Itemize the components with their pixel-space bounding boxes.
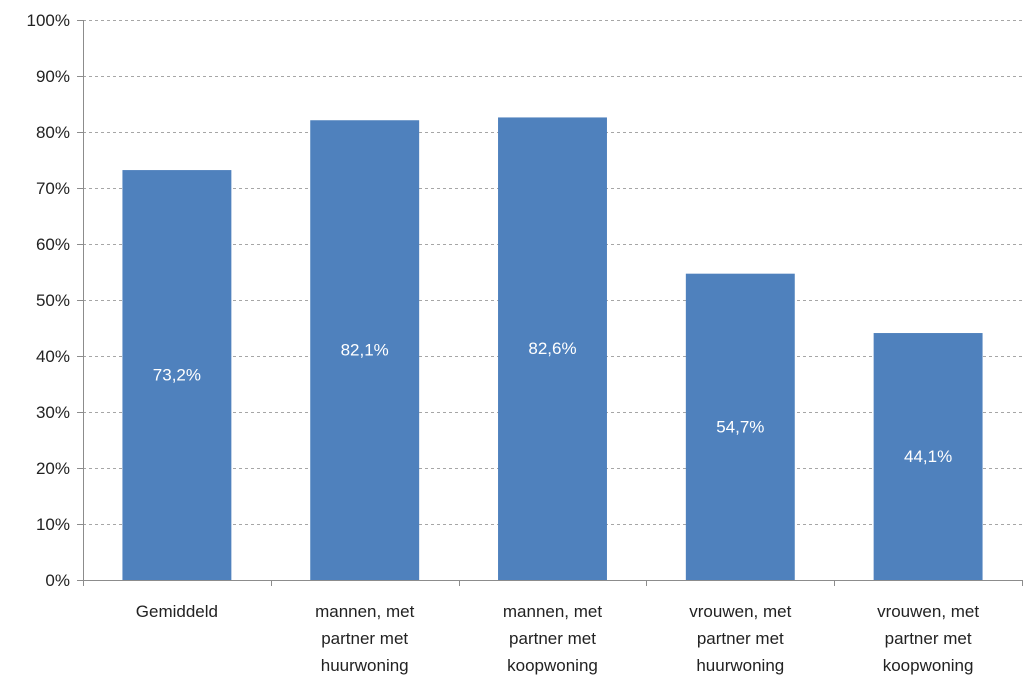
category-label-line: huurwoning — [696, 656, 784, 675]
bars — [122, 117, 983, 581]
category-label-line: vrouwen, met — [877, 602, 979, 621]
category-label-line: mannen, met — [315, 602, 414, 621]
bar — [685, 273, 795, 580]
bar-value-label: 82,6% — [528, 339, 576, 358]
data-labels: 73,2% 82,1% 82,6% 54,7% 44,1% — [153, 339, 952, 466]
bar-value-label: 82,1% — [341, 341, 389, 360]
bar — [122, 170, 232, 580]
category-label-line: Gemiddeld — [136, 602, 218, 621]
category-label: vrouwen, met partner met koopwoning — [877, 602, 979, 675]
y-tick-label: 80% — [36, 123, 70, 142]
y-tick-label: 60% — [36, 235, 70, 254]
y-tick-label: 40% — [36, 347, 70, 366]
y-tick-label: 50% — [36, 291, 70, 310]
bar — [873, 333, 983, 580]
category-label: mannen, met partner met huurwoning — [315, 602, 414, 675]
category-label-line: vrouwen, met — [689, 602, 791, 621]
y-tick-label: 0% — [45, 571, 70, 590]
bar-value-label: 44,1% — [904, 447, 952, 466]
y-tick-label: 100% — [27, 11, 70, 30]
bar-value-label: 54,7% — [716, 417, 764, 436]
category-label-line: partner met — [697, 629, 784, 648]
bar — [310, 120, 420, 581]
category-label-line: partner met — [885, 629, 972, 648]
bar-value-label: 73,2% — [153, 366, 201, 385]
y-axis-tick-labels: 0% 10% 20% 30% 40% 50% 60% 70% 80% 90% 100% — [27, 11, 70, 590]
y-tick-label: 10% — [36, 515, 70, 534]
category-label-line: partner met — [509, 629, 596, 648]
y-tick-label: 30% — [36, 403, 70, 422]
category-label-line: koopwoning — [883, 656, 974, 675]
y-tick-label: 90% — [36, 67, 70, 86]
category-label: mannen, met partner met koopwoning — [503, 602, 602, 675]
y-tick-label: 20% — [36, 459, 70, 478]
category-label-line: partner met — [321, 629, 408, 648]
category-label-line: huurwoning — [321, 656, 409, 675]
axes — [77, 20, 1023, 586]
category-label-line: mannen, met — [503, 602, 602, 621]
category-label: Gemiddeld — [136, 602, 218, 621]
x-axis-category-labels: Gemiddeld mannen, met partner met huurwonin… — [136, 602, 980, 675]
category-label: vrouwen, met partner met huurwoning — [689, 602, 791, 675]
category-label-line: koopwoning — [507, 656, 598, 675]
bar — [498, 117, 607, 580]
y-tick-label: 70% — [36, 179, 70, 198]
